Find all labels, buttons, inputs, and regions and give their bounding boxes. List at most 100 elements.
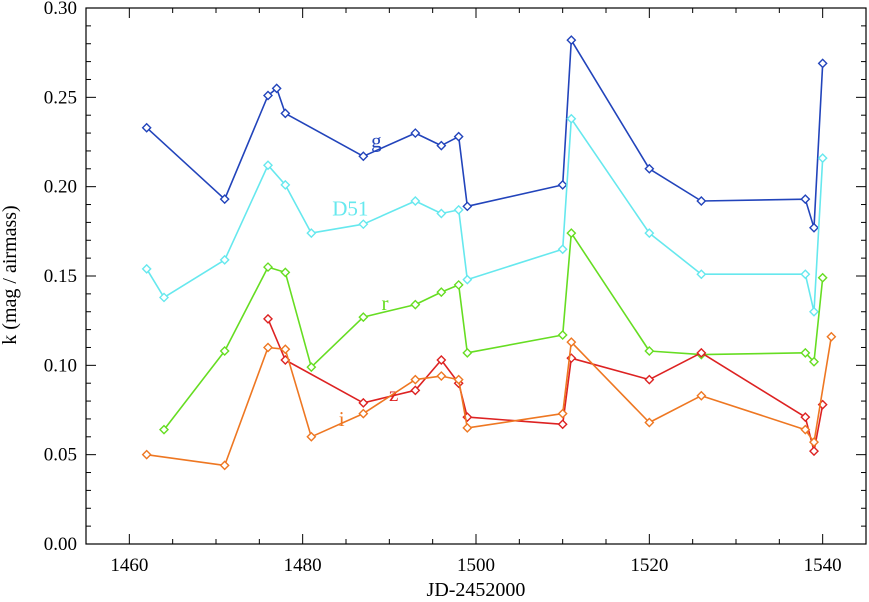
data-point xyxy=(566,113,577,124)
data-point xyxy=(462,347,473,358)
data-point xyxy=(263,342,273,353)
y-tick-label: 0.00 xyxy=(44,534,77,555)
data-point xyxy=(462,422,473,433)
data-point xyxy=(358,219,369,230)
data-point xyxy=(800,194,811,205)
data-point xyxy=(159,292,169,303)
data-point xyxy=(358,312,369,323)
x-axis-title: JD-2452000 xyxy=(427,579,526,601)
x-tick-label: 1540 xyxy=(804,555,842,576)
y-tick-label: 0.20 xyxy=(44,177,77,198)
series-line-i xyxy=(146,336,833,467)
series-D51: D51 xyxy=(141,113,828,317)
data-point xyxy=(271,83,282,94)
data-point xyxy=(219,194,230,205)
data-point xyxy=(453,374,464,385)
series-label-D51: D51 xyxy=(332,196,368,220)
data-point xyxy=(358,151,369,162)
y-tick-label: 0.05 xyxy=(44,445,77,466)
data-point xyxy=(306,362,317,373)
data-point xyxy=(436,354,447,365)
data-point xyxy=(263,160,273,171)
data-point xyxy=(436,140,447,151)
data-point xyxy=(410,374,421,385)
data-point xyxy=(557,419,568,430)
data-point xyxy=(800,412,811,423)
y-axis-title: k (mag / airmass) xyxy=(0,205,21,344)
data-point xyxy=(644,346,655,357)
data-point xyxy=(453,204,464,215)
data-point xyxy=(410,128,421,139)
x-tick-label: 1520 xyxy=(630,555,668,576)
data-point xyxy=(436,208,447,219)
data-point xyxy=(644,163,655,174)
series-i: i xyxy=(141,331,837,471)
tick-labels: 1460 1480 1500 1520 1540 0.00 0.05 0.10 0.15 0.20… xyxy=(44,0,842,576)
series-label-g: g xyxy=(371,128,382,152)
data-point xyxy=(141,122,152,133)
data-point xyxy=(557,329,568,340)
data-point xyxy=(566,228,577,239)
data-point xyxy=(557,244,568,255)
data-point xyxy=(809,306,819,317)
data-point xyxy=(566,35,577,46)
data-point xyxy=(263,313,273,324)
data-point xyxy=(358,408,369,419)
plot-area: g D51 rzi xyxy=(141,35,837,471)
series-r: r xyxy=(159,228,828,435)
data-point xyxy=(280,267,291,278)
data-point xyxy=(696,347,707,358)
data-point xyxy=(410,299,421,310)
data-point xyxy=(219,346,230,357)
data-point xyxy=(696,269,707,280)
data-point xyxy=(159,424,169,435)
y-tick-label: 0.15 xyxy=(44,266,77,287)
y-tick-label: 0.30 xyxy=(44,0,77,19)
y-tick-label: 0.10 xyxy=(44,355,77,376)
series-label-i: i xyxy=(339,407,345,431)
data-point xyxy=(141,449,152,460)
data-point xyxy=(809,356,819,367)
data-point xyxy=(280,179,291,190)
data-point xyxy=(410,385,421,396)
axis-frame xyxy=(85,7,867,545)
data-point xyxy=(800,424,811,435)
data-point xyxy=(696,390,707,401)
x-tick-label: 1500 xyxy=(457,555,495,576)
data-point xyxy=(263,90,273,101)
data-point xyxy=(809,437,819,448)
series-line-D51 xyxy=(146,118,824,313)
data-point xyxy=(436,371,447,382)
x-tick-label: 1480 xyxy=(284,555,322,576)
data-point xyxy=(800,269,811,280)
data-point xyxy=(462,274,473,285)
series-line-g xyxy=(146,39,824,229)
data-point xyxy=(557,179,568,190)
data-point xyxy=(644,374,655,385)
data-point xyxy=(280,344,291,355)
series-g: g xyxy=(141,35,828,233)
data-point xyxy=(410,195,421,206)
data-point xyxy=(644,417,655,428)
data-point xyxy=(280,108,291,119)
data-point xyxy=(817,58,828,69)
y-tick-label: 0.25 xyxy=(44,87,77,108)
data-point xyxy=(566,337,577,348)
data-point xyxy=(453,279,464,290)
data-point xyxy=(809,446,819,457)
data-point xyxy=(817,272,828,283)
data-point xyxy=(557,408,568,419)
data-point xyxy=(800,347,811,358)
series-z: z xyxy=(263,313,828,457)
x-tick-label: 1460 xyxy=(110,555,148,576)
data-point xyxy=(453,131,464,142)
data-point xyxy=(219,460,230,471)
data-point xyxy=(219,254,230,265)
data-point xyxy=(826,331,837,342)
data-point xyxy=(306,431,317,442)
data-point xyxy=(817,153,828,164)
data-point xyxy=(141,263,152,274)
series-line-r xyxy=(163,232,824,431)
series-label-r: r xyxy=(382,291,389,315)
